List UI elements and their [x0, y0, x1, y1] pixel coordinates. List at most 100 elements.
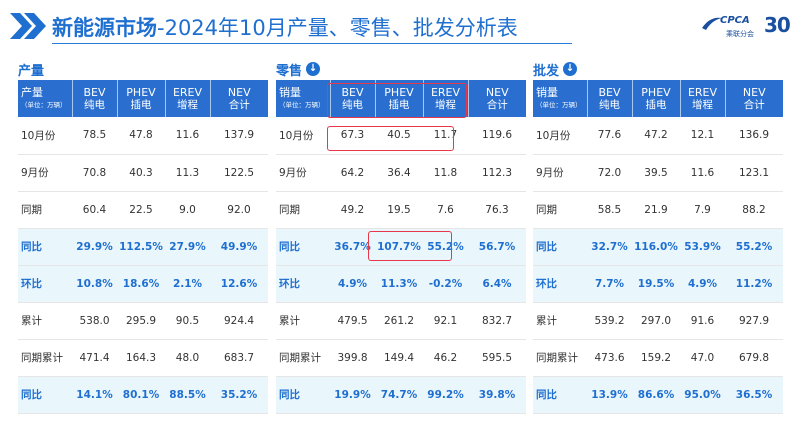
unit-note: （单位：万辆） — [279, 100, 325, 109]
table-cell: 473.6 — [587, 339, 632, 377]
table-row: 同比 19.9% 74.7% 99.2% 39.8% — [276, 376, 526, 414]
row-label: 同比 — [276, 228, 330, 266]
col-sub: 合计 — [743, 98, 765, 111]
corner-cell: 产量 （单位：万辆） — [18, 80, 73, 117]
col-header-phev: PHEV 插电 — [117, 80, 166, 117]
annotation-box-header — [327, 83, 467, 118]
table-cell: 112.3 — [468, 154, 526, 192]
table-cell: 92.1 — [423, 302, 468, 340]
table-row: 10月份 67.3 40.5 11.7 119.6 — [276, 117, 526, 155]
table-row: 同期累计 399.8 149.4 46.2 595.5 — [276, 339, 526, 377]
col-sub: 增程 — [177, 98, 198, 111]
table-cell: 159.2 — [632, 339, 680, 377]
table-row: 同期 58.5 21.9 7.9 88.2 — [533, 191, 783, 229]
table-row: 同比 13.9% 86.6% 95.0% 36.5% — [533, 376, 783, 414]
table-header-row: 销量 （单位：万辆） BEV 纯电 PHEV 插电 EREV 增程 NEV 合计 — [276, 80, 526, 117]
table-row: 9月份 70.8 40.3 11.3 122.5 — [18, 154, 268, 192]
table-cell: 7.7% — [587, 265, 632, 303]
table-cell: 924.4 — [210, 302, 268, 340]
col-sub: 插电 — [388, 98, 410, 111]
table-cell: 53.9% — [680, 228, 725, 266]
table-cell: 70.8 — [72, 154, 117, 192]
row-label: 同期 — [533, 191, 587, 229]
panel-title-text: 批发 — [533, 63, 560, 79]
row-label: 同期累计 — [533, 339, 587, 377]
col-main: BEV — [83, 85, 106, 99]
table-cell: 832.7 — [468, 302, 526, 340]
panel-title: 产量 — [18, 58, 268, 80]
row-label: 同比 — [276, 376, 330, 414]
col-main: EREV — [430, 85, 461, 99]
table-cell: 297.0 — [632, 302, 680, 340]
col-header-nev: NEV 合计 — [725, 80, 783, 117]
table-cell: 22.5 — [117, 191, 165, 229]
logo-name: CPCA — [720, 15, 750, 26]
unit-note: （单位：万辆） — [536, 100, 582, 109]
table-cell: 261.2 — [375, 302, 423, 340]
table-header-row: 产量 （单位：万辆） BEV 纯电 PHEV 插电 EREV 增程 NEV 合计 — [18, 80, 268, 117]
table-row: 9月份 64.2 36.4 11.8 112.3 — [276, 154, 526, 192]
row-label: 累计 — [18, 302, 72, 340]
table-cell: 11.3 — [165, 154, 210, 192]
table-cell: 78.5 — [72, 117, 117, 155]
col-main: NEV — [227, 85, 251, 99]
table-row: 环比 10.8% 18.6% 2.1% 12.6% — [18, 265, 268, 303]
table-cell: 11.3% — [375, 265, 423, 303]
row-label: 9月份 — [18, 154, 72, 192]
col-header-bev: BEV 纯电 — [330, 80, 376, 117]
col-header-bev: BEV 纯电 — [72, 80, 118, 117]
col-main: BEV — [598, 85, 621, 99]
table-cell: 67.3 — [330, 117, 375, 155]
table-row: 累计 539.2 297.0 91.6 927.9 — [533, 302, 783, 340]
annotation-box-october — [327, 126, 454, 151]
row-label: 环比 — [533, 265, 587, 303]
panel-title-text: 零售 — [276, 63, 303, 79]
table-cell: 47.8 — [117, 117, 165, 155]
table-row: 同比 32.7% 116.0% 53.9% 55.2% — [533, 228, 783, 266]
down-arrow-icon: ↓ — [306, 62, 321, 76]
cpca-logo: CPCA 乘联分会 30 — [700, 12, 792, 44]
table-cell: 123.1 — [725, 154, 783, 192]
anniversary-mark: 30 — [764, 13, 791, 37]
table-cell: 80.1% — [117, 376, 165, 414]
col-header-erev: EREV 增程 — [680, 80, 726, 117]
col-main: EREV — [687, 85, 718, 99]
table-row: 环比 4.9% 11.3% -0.2% 6.4% — [276, 265, 526, 303]
unit-note: （单位：万辆） — [21, 100, 67, 109]
table-cell: 95.0% — [680, 376, 725, 414]
table-cell: 39.8% — [468, 376, 526, 414]
table-cell: 927.9 — [725, 302, 783, 340]
table-cell: 19.5% — [632, 265, 680, 303]
row-label: 同期 — [276, 191, 330, 229]
table-cell: 36.5% — [725, 376, 783, 414]
title-rest: -2024年10月产量、零售、批发分析表 — [157, 16, 518, 40]
table-cell: -0.2% — [423, 265, 468, 303]
col-sub: 纯电 — [84, 98, 105, 111]
panel-title: 批发 ↓ — [533, 58, 783, 80]
table-cell: 88.2 — [725, 191, 783, 229]
table-cell: 6.4% — [468, 265, 526, 303]
page-title: 新能源市场-2024年10月产量、零售、批发分析表 — [52, 12, 518, 42]
table-cell: 11.6 — [165, 117, 210, 155]
table-row: 累计 538.0 295.9 90.5 924.4 — [18, 302, 268, 340]
table-cell: 11.8 — [423, 154, 468, 192]
row-label: 同期累计 — [276, 339, 330, 377]
table-cell: 72.0 — [587, 154, 632, 192]
col-main: PHEV — [126, 85, 156, 99]
panel-wholesale: 批发 ↓ 销量 （单位：万辆） BEV 纯电 PHEV 插电 EREV 增程 NEV 合计… — [533, 58, 783, 414]
row-label: 环比 — [276, 265, 330, 303]
col-main: NEV — [485, 85, 509, 99]
table-cell: 35.2% — [210, 376, 268, 414]
table-cell: 47.2 — [632, 117, 680, 155]
table-cell: 149.4 — [375, 339, 423, 377]
col-sub: 增程 — [692, 98, 713, 111]
table-cell: 91.6 — [680, 302, 725, 340]
table-cell: 538.0 — [72, 302, 117, 340]
corner-label: 销量 — [279, 85, 301, 99]
panel-retail: 零售 ↓ 销量 （单位：万辆） BEV 纯电 PHEV 插电 EREV 增程 NEV 合计… — [276, 58, 526, 414]
row-label: 10月份 — [533, 117, 587, 155]
col-header-nev: NEV 合计 — [210, 80, 268, 117]
table-row: 同期累计 473.6 159.2 47.0 679.8 — [533, 339, 783, 377]
table-cell: 29.9% — [72, 228, 117, 266]
table-cell: 12.1 — [680, 117, 725, 155]
